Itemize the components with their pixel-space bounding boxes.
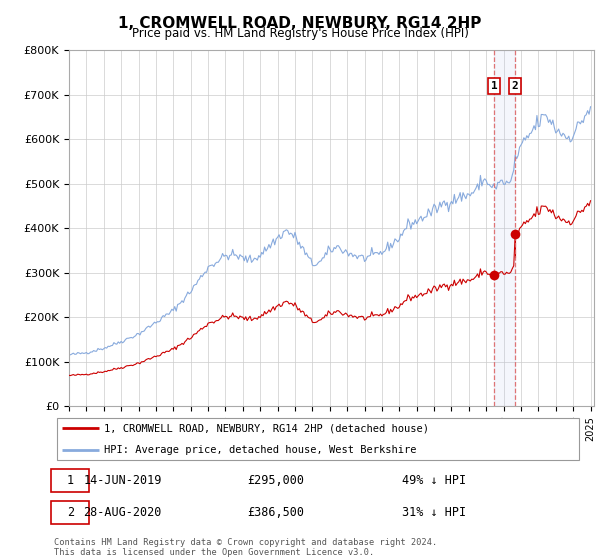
FancyBboxPatch shape [56, 418, 580, 460]
Text: Contains HM Land Registry data © Crown copyright and database right 2024.
This d: Contains HM Land Registry data © Crown c… [54, 538, 437, 557]
Text: £386,500: £386,500 [247, 506, 304, 519]
FancyBboxPatch shape [52, 501, 89, 524]
Text: 2: 2 [67, 506, 74, 519]
Text: 1: 1 [67, 474, 74, 487]
Text: Price paid vs. HM Land Registry's House Price Index (HPI): Price paid vs. HM Land Registry's House … [131, 27, 469, 40]
Text: £295,000: £295,000 [247, 474, 304, 487]
Text: 1, CROMWELL ROAD, NEWBURY, RG14 2HP: 1, CROMWELL ROAD, NEWBURY, RG14 2HP [118, 16, 482, 31]
FancyBboxPatch shape [52, 469, 89, 492]
Text: 1, CROMWELL ROAD, NEWBURY, RG14 2HP (detached house): 1, CROMWELL ROAD, NEWBURY, RG14 2HP (det… [104, 423, 429, 433]
Text: 1: 1 [491, 81, 497, 91]
Text: 31% ↓ HPI: 31% ↓ HPI [402, 506, 466, 519]
Text: 14-JUN-2019: 14-JUN-2019 [83, 474, 162, 487]
Bar [494, 50, 515, 406]
Text: 28-AUG-2020: 28-AUG-2020 [83, 506, 162, 519]
Text: 49% ↓ HPI: 49% ↓ HPI [402, 474, 466, 487]
Text: HPI: Average price, detached house, West Berkshire: HPI: Average price, detached house, West… [104, 445, 416, 455]
Text: 2: 2 [512, 81, 518, 91]
